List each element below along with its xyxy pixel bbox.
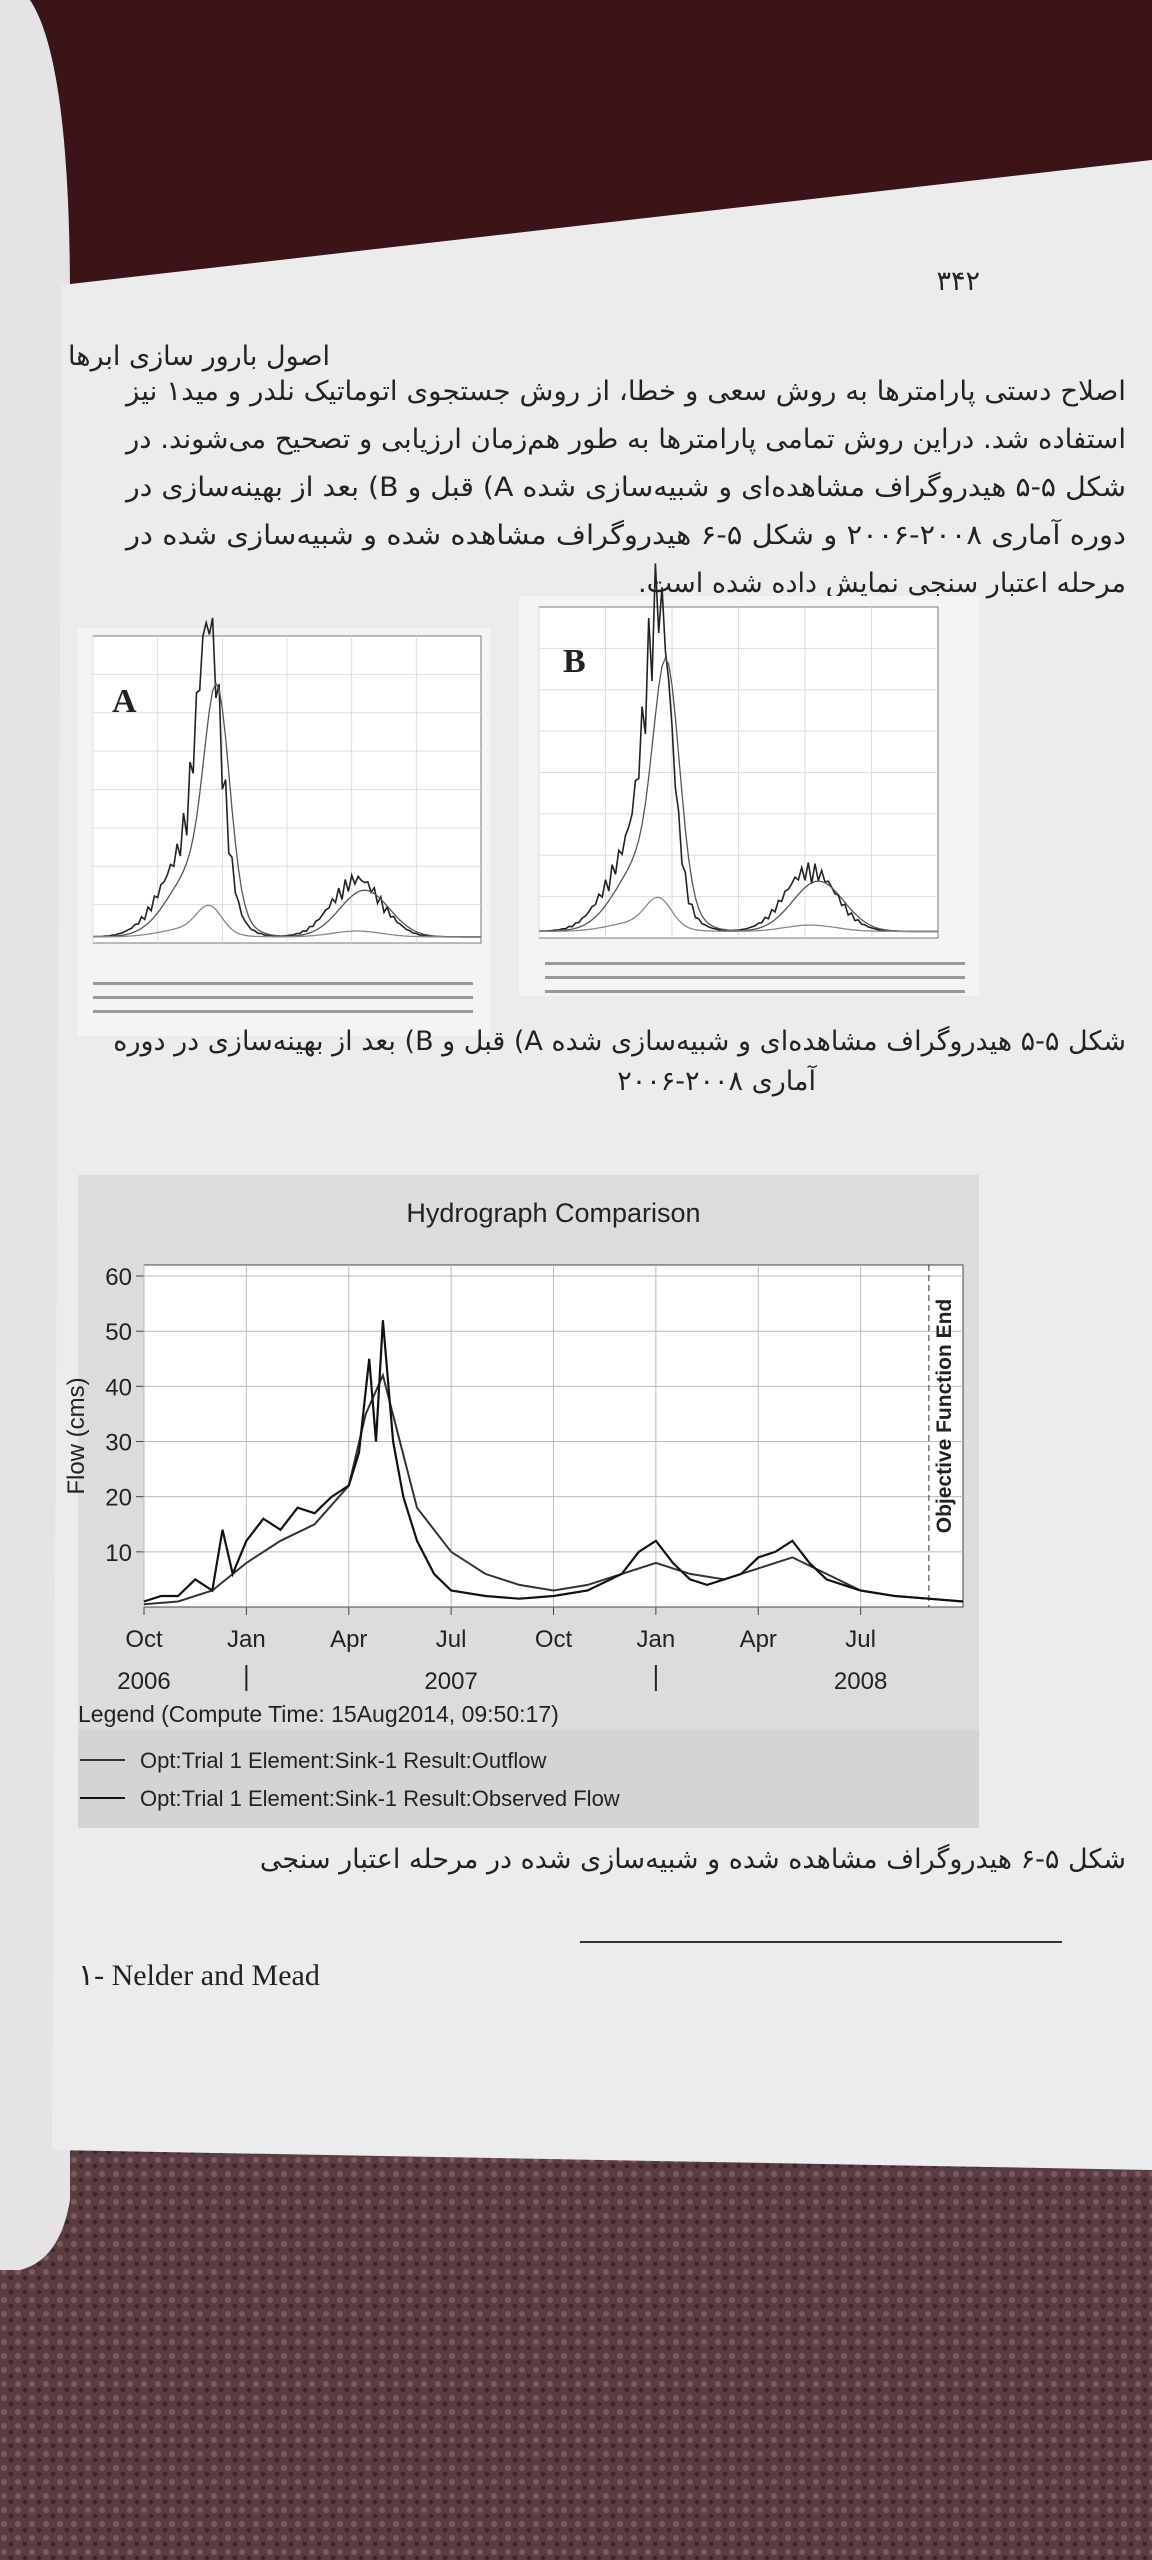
y-tick-label: 20	[105, 1485, 132, 1512]
x-tick-label: Jan	[227, 1626, 266, 1653]
paragraph-line: مرحله اعتبار سنجی نمایش داده شده است.	[638, 568, 1126, 599]
legend-label: Opt:Trial 1 Element:Sink-1 Result:Outflo…	[140, 1748, 546, 1773]
legend-label: Opt:Trial 1 Element:Sink-1 Result:Observ…	[140, 1786, 620, 1811]
panel-a-lines	[92, 617, 481, 943]
caption-5-5: شکل ۵-۵ هیدروگراف مشاهده‌ای و شبیه‌سازی …	[113, 1025, 1126, 1057]
panel-b-label: B	[563, 643, 586, 680]
panel-a-label: A	[112, 683, 137, 720]
carpet	[0, 2150, 1152, 2560]
x-tick-label: Apr	[330, 1626, 367, 1653]
y-tick-label: 60	[105, 1264, 132, 1291]
figure-5-5: A B	[78, 563, 979, 1036]
paragraph-line: استفاده شد. دراین روش تمامی پارامترها به…	[124, 424, 1126, 455]
legend-title: Legend (Compute Time: 15Aug2014, 09:50:1…	[78, 1701, 559, 1727]
legend-box	[78, 1730, 979, 1828]
x-tick-label: Jan	[637, 1626, 676, 1653]
paragraph-line: اصلاح دستی پارامترها به روش سعی و خطا، ا…	[124, 376, 1126, 407]
hydrograph-chart: Hydrograph Comparison 10 20 30 40 50 60 Oct Jan A…	[63, 1198, 979, 1828]
y-tick-label: 30	[105, 1430, 132, 1457]
x-tick-label: Apr	[740, 1626, 777, 1653]
year-label: 2006	[117, 1668, 170, 1695]
running-header: اصول بارور سازی ابرها	[68, 341, 330, 372]
objective-end-label: Objective Function End	[933, 1299, 956, 1534]
y-tick-label: 40	[105, 1374, 132, 1401]
paragraph: اصلاح دستی پارامترها به روش سعی و خطا، ا…	[124, 376, 1126, 599]
x-tick-label: Oct	[535, 1626, 573, 1653]
series-line	[143, 1320, 964, 1603]
footnote: ۱- Nelder and Mead	[78, 1959, 320, 1992]
chart-title: Hydrograph Comparison	[406, 1198, 700, 1228]
panel-b-lines	[538, 563, 938, 938]
year-label: 2007	[424, 1668, 477, 1695]
page-number: ۳۴۲	[936, 266, 980, 297]
caption-5-6: شکل ۵-۶ هیدروگراف مشاهده شده و شبیه‌سازی…	[260, 1843, 1126, 1875]
x-tick-label: Oct	[125, 1626, 163, 1653]
caption-5-5: آماری ۲۰۰۸-۲۰۰۶	[617, 1065, 817, 1097]
paragraph-line: دوره آماری ۲۰۰۸-۲۰۰۶ و شکل ۵-۶ هیدروگراف…	[124, 519, 1126, 551]
panel-legends	[93, 962, 965, 1013]
paragraph-line: شکل ۵-۵ هیدروگراف مشاهده‌ای و شبیه‌سازی …	[124, 471, 1126, 503]
y-tick-label: 10	[105, 1540, 132, 1567]
y-axis-label: Flow (cms)	[63, 1377, 90, 1494]
panel-line	[93, 904, 481, 938]
x-tick-label: Jul	[845, 1626, 876, 1653]
year-label: 2008	[834, 1668, 887, 1695]
panel-line	[539, 896, 938, 933]
y-tick-label: 50	[105, 1319, 132, 1346]
left-page-edge	[0, 0, 70, 2270]
x-tick-label: Jul	[436, 1626, 467, 1653]
